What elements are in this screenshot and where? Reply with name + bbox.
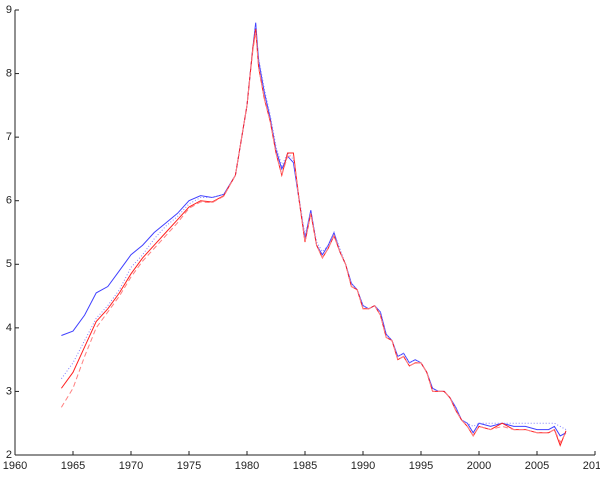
series-line (60, 32, 567, 444)
x-tick-label: 1975 (177, 460, 201, 472)
y-tick-label: 4 (6, 322, 12, 334)
y-tick-label: 5 (6, 258, 12, 270)
x-tick-label: 1970 (119, 460, 143, 472)
y-tick-label: 6 (6, 195, 12, 207)
x-tick-label: 1965 (61, 460, 85, 472)
x-tick-label: 1985 (293, 460, 317, 472)
x-tick-label: 2000 (467, 460, 491, 472)
x-tick-label: 1995 (409, 460, 433, 472)
x-tick-label: 1960 (3, 460, 27, 472)
y-tick-label: 8 (6, 67, 12, 79)
y-tick-label: 3 (6, 385, 12, 397)
y-tick-label: 7 (6, 131, 12, 143)
y-tick-label: 2 (6, 449, 12, 461)
x-tick-label: 1980 (235, 460, 259, 472)
y-tick-label: 9 (6, 4, 12, 16)
x-tick-label: 1990 (351, 460, 375, 472)
x-tick-label: 2005 (525, 460, 549, 472)
series-line (60, 28, 567, 447)
x-tick-label: 2010 (583, 460, 600, 472)
